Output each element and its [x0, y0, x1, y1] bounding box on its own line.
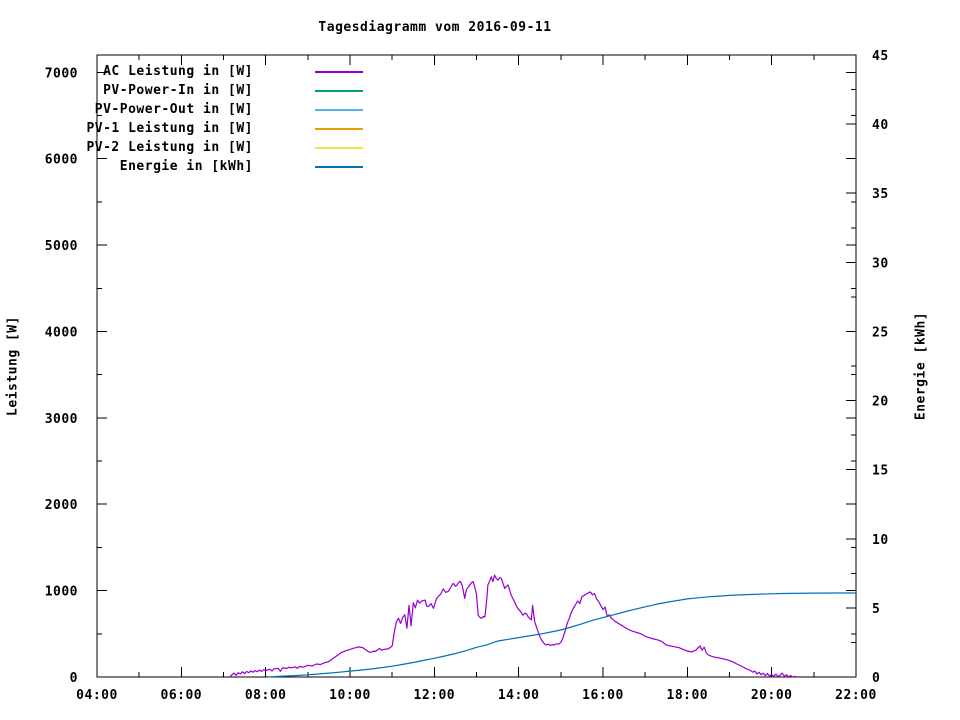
x-tick-label: 22:00 — [835, 688, 877, 703]
y2-tick-label: 35 — [872, 187, 889, 202]
legend-line-swatch — [315, 146, 363, 149]
legend-line-swatch — [315, 165, 363, 168]
y2-tick-label: 0 — [872, 671, 880, 686]
x-tick-label: 16:00 — [582, 688, 624, 703]
x-tick-label: 08:00 — [245, 688, 287, 703]
legend-row: PV-2 Leistung in [W] — [28, 138, 363, 157]
y2-tick-label: 20 — [872, 395, 889, 410]
legend-label: PV-2 Leistung in [W] — [86, 140, 253, 155]
legend-label: AC Leistung in [W] — [103, 64, 253, 79]
legend-row: PV-Power-In in [W] — [28, 81, 363, 100]
legend-row: PV-Power-Out in [W] — [28, 100, 363, 119]
legend-line-swatch — [315, 89, 363, 92]
legend-line-swatch — [315, 127, 363, 130]
x-tick-label: 04:00 — [76, 688, 118, 703]
legend-label: PV-Power-In in [W] — [103, 83, 253, 98]
series-line-5 — [267, 592, 856, 678]
x-tick-label: 20:00 — [751, 688, 793, 703]
legend-line-swatch — [315, 70, 363, 73]
y-tick-label: 1000 — [45, 585, 78, 600]
legend-row: Energie in [kWh] — [28, 157, 363, 176]
chart-title: Tagesdiagramm vom 2016-09-11 — [318, 20, 552, 35]
legend-label: Energie in [kWh] — [119, 159, 253, 174]
y2-tick-label: 10 — [872, 533, 889, 548]
series-line-0 — [229, 574, 798, 678]
y-tick-label: 6000 — [45, 153, 78, 168]
x-tick-label: 12:00 — [414, 688, 456, 703]
y2-tick-label: 5 — [872, 602, 880, 617]
legend-row: PV-1 Leistung in [W] — [28, 119, 363, 138]
y-tick-label: 2000 — [45, 498, 78, 513]
y-tick-label: 5000 — [45, 239, 78, 254]
y-tick-label: 0 — [70, 671, 78, 686]
y2-tick-label: 45 — [872, 49, 889, 64]
x-tick-label: 18:00 — [667, 688, 709, 703]
x-tick-label: 14:00 — [498, 688, 540, 703]
y2-tick-label: 30 — [872, 256, 889, 271]
legend-line-swatch — [315, 108, 363, 111]
y2-tick-label: 15 — [872, 464, 889, 479]
y2-tick-label: 40 — [872, 118, 889, 133]
y2-tick-label: 25 — [872, 325, 889, 340]
legend-row: AC Leistung in [W] — [28, 62, 363, 81]
legend-label: PV-Power-Out in [W] — [94, 102, 253, 117]
legend: AC Leistung in [W] PV-Power-In in [W] PV-P… — [28, 62, 363, 176]
x-tick-label: 06:00 — [161, 688, 203, 703]
y-tick-label: 3000 — [45, 412, 78, 427]
legend-label: PV-1 Leistung in [W] — [86, 121, 253, 136]
y-tick-label: 7000 — [45, 66, 78, 81]
x-tick-label: 10:00 — [329, 688, 371, 703]
y-tick-label: 4000 — [45, 325, 78, 340]
